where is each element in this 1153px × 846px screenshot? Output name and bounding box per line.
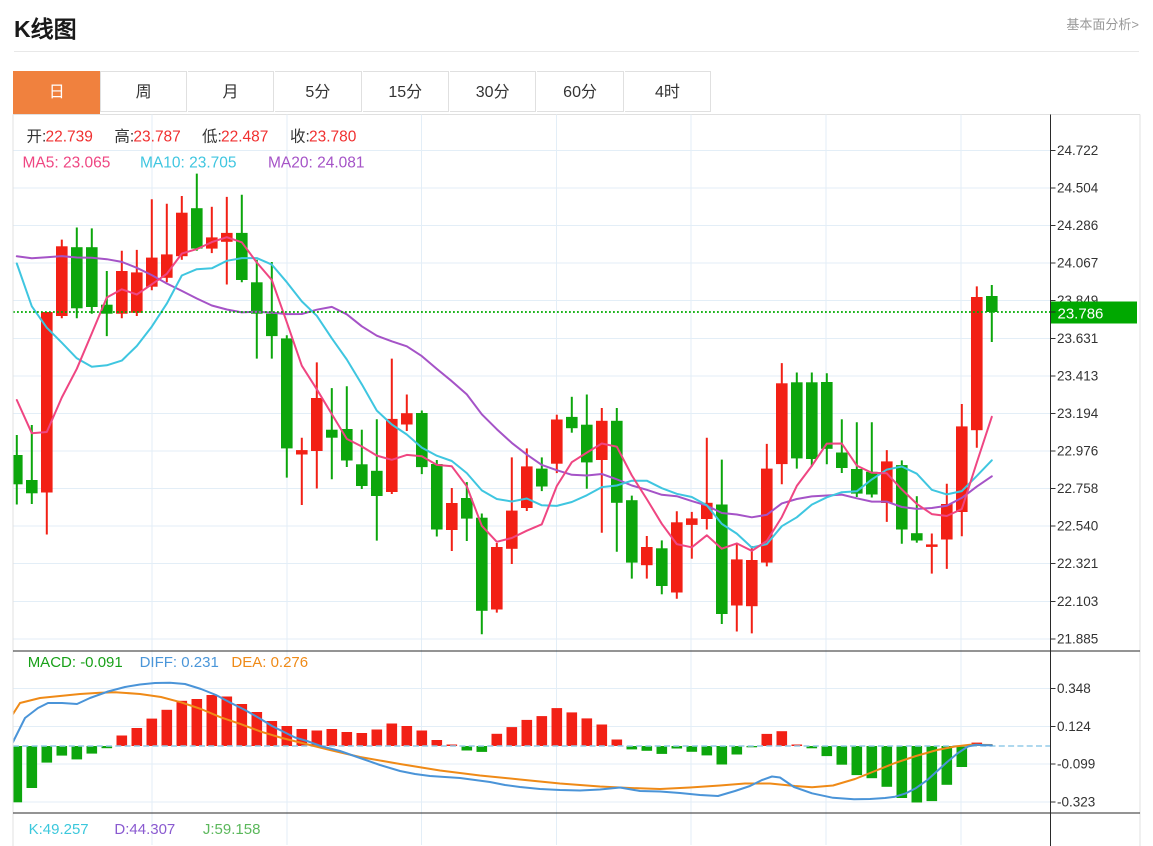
svg-text:0.124: 0.124	[1057, 719, 1091, 734]
svg-text:DIFF: 0.231: DIFF: 0.231	[140, 654, 219, 671]
svg-text:23.631: 23.631	[1057, 331, 1098, 346]
svg-text:22.739: 22.739	[46, 129, 93, 146]
svg-text:24.504: 24.504	[1057, 181, 1099, 196]
svg-text:D:44.307: D:44.307	[114, 821, 175, 838]
svg-text:23.413: 23.413	[1057, 368, 1098, 383]
svg-text:DEA: 0.276: DEA: 0.276	[231, 654, 308, 671]
svg-text:23.780: 23.780	[309, 129, 357, 146]
svg-text:收:: 收:	[290, 128, 310, 146]
svg-text:24.722: 24.722	[1057, 143, 1098, 158]
svg-text:21.885: 21.885	[1057, 631, 1098, 646]
svg-text:J:59.158: J:59.158	[203, 821, 261, 838]
svg-text:22.321: 22.321	[1057, 556, 1098, 571]
svg-text:24.286: 24.286	[1057, 218, 1098, 233]
svg-text:24.067: 24.067	[1057, 256, 1098, 271]
svg-text:22.540: 22.540	[1057, 519, 1098, 534]
svg-text:23.786: 23.786	[1058, 306, 1104, 323]
svg-text:-0.099: -0.099	[1057, 757, 1095, 772]
svg-text:22.487: 22.487	[221, 129, 268, 146]
svg-text:22.758: 22.758	[1057, 481, 1098, 496]
svg-text:低:: 低:	[202, 128, 222, 146]
svg-text:MACD: -0.091: MACD: -0.091	[28, 654, 123, 671]
svg-text:-0.323: -0.323	[1057, 795, 1095, 810]
svg-text:开:: 开:	[27, 129, 47, 146]
svg-text:22.976: 22.976	[1057, 444, 1098, 459]
svg-text:MA20: 24.081: MA20: 24.081	[268, 155, 365, 172]
svg-text:22.103: 22.103	[1057, 594, 1098, 609]
svg-text:MA5: 23.065: MA5: 23.065	[23, 155, 111, 172]
svg-text:0.348: 0.348	[1057, 681, 1091, 696]
svg-text:23.194: 23.194	[1057, 406, 1099, 421]
svg-text:K:49.257: K:49.257	[29, 821, 89, 838]
svg-text:高:: 高:	[114, 128, 134, 146]
svg-text:MA10: 23.705: MA10: 23.705	[140, 155, 237, 172]
svg-text:23.787: 23.787	[133, 129, 180, 146]
